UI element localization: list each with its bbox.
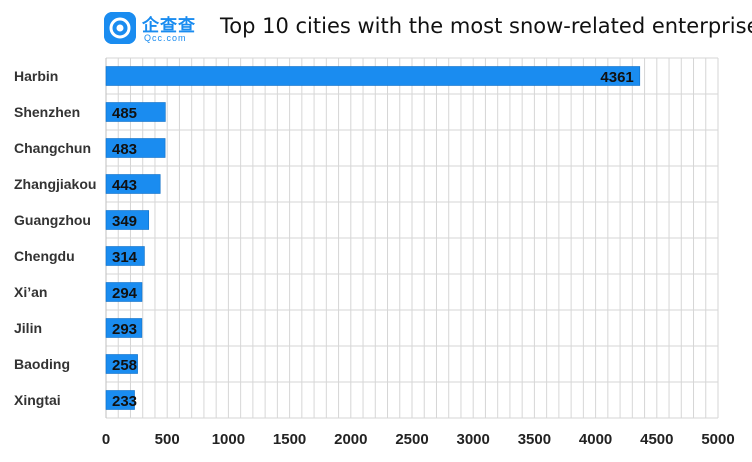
bar — [105, 318, 143, 338]
bar — [105, 138, 166, 158]
logo-english-text: Qcc.com — [144, 33, 187, 43]
value-label: 233 — [112, 393, 137, 410]
x-tick-label: 1500 — [273, 431, 306, 448]
x-tick-label: 2000 — [334, 431, 367, 448]
x-tick-label: 5000 — [701, 431, 734, 448]
value-label: 443 — [112, 177, 137, 194]
x-tick-label: 4500 — [640, 431, 673, 448]
qcc-logo: 企查查 Qcc.com — [104, 10, 204, 46]
category-label: Xi’an — [14, 284, 47, 300]
bar — [105, 210, 150, 230]
x-tick-label: 3500 — [518, 431, 551, 448]
value-label: 485 — [112, 105, 137, 122]
x-tick-label: 3000 — [457, 431, 490, 448]
value-label: 349 — [112, 213, 137, 230]
value-label: 483 — [112, 141, 137, 158]
category-label: Guangzhou — [14, 212, 91, 228]
qcc-logo-icon — [104, 12, 136, 44]
category-label: Chengdu — [14, 248, 75, 264]
x-tick-label: 1000 — [212, 431, 245, 448]
value-label: 4361 — [600, 69, 633, 86]
category-label: Zhangjiakou — [14, 176, 96, 192]
x-tick-label: 0 — [102, 431, 110, 448]
logo-chinese-text: 企查查 — [142, 16, 196, 36]
bar — [105, 102, 166, 122]
x-tick-label: 500 — [155, 431, 180, 448]
category-label: Xingtai — [14, 392, 61, 408]
category-label: Jilin — [14, 320, 42, 336]
bar — [105, 354, 138, 374]
bar — [105, 282, 143, 302]
value-label: 258 — [112, 357, 137, 374]
value-label: 293 — [112, 321, 137, 338]
category-label: Harbin — [14, 68, 58, 84]
value-label: 294 — [112, 285, 138, 302]
bar — [105, 174, 161, 194]
category-label: Baoding — [14, 356, 70, 372]
bar — [105, 66, 641, 86]
bar — [105, 390, 135, 410]
x-tick-label: 2500 — [395, 431, 428, 448]
chart-header: 企查查 Qcc.com Top 10 cities with the most … — [0, 0, 752, 58]
category-label: Shenzhen — [14, 104, 80, 120]
category-label: Changchun — [14, 140, 91, 156]
bar — [105, 246, 145, 266]
value-label: 314 — [112, 249, 138, 266]
x-tick-label: 4000 — [579, 431, 612, 448]
chart-title: Top 10 cities with the most snow-related… — [220, 14, 752, 38]
